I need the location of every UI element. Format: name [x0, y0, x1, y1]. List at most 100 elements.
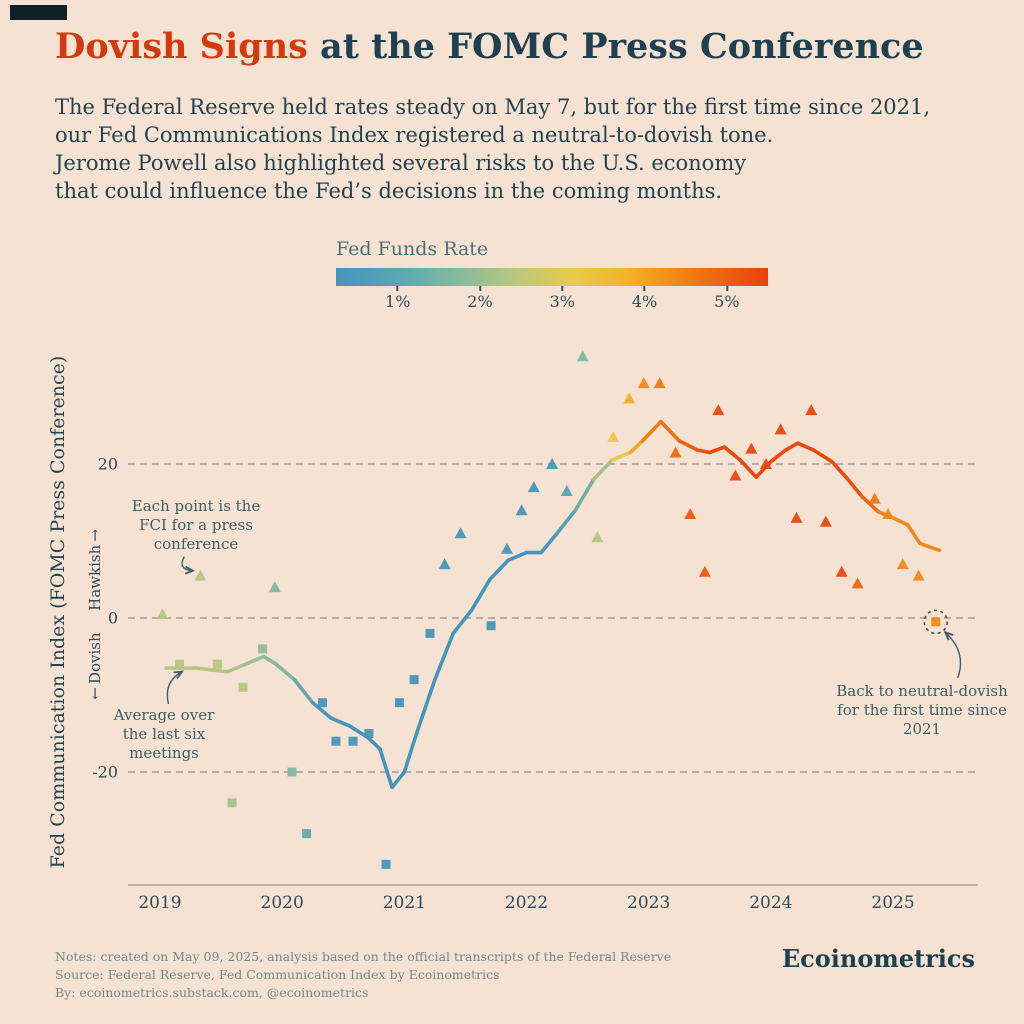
fci-point-triangle [896, 558, 909, 570]
y-tick-label: -20 [92, 763, 118, 782]
fci-point-triangle [912, 569, 925, 581]
colorbar [336, 268, 768, 286]
annotation-line: 2021 [902, 720, 942, 739]
average-line-segment [469, 577, 492, 613]
brand-mark [10, 5, 67, 20]
average-line-segment [783, 441, 800, 452]
average-line-segment [640, 419, 663, 443]
average-line-segment [738, 458, 758, 479]
fci-point-square [302, 829, 312, 839]
fci-point-square [212, 659, 222, 669]
average-line-segment [930, 546, 942, 553]
footer-notes: Notes: created on May 09, 2025, analysis… [55, 948, 671, 1001]
fci-point-triangle [729, 469, 742, 481]
average-line-segment [243, 654, 266, 667]
annotation-line: FCI for a press [139, 516, 253, 535]
average-line-segment [591, 458, 614, 482]
annotation-line: Average over [113, 706, 215, 724]
tick-mark [561, 286, 564, 291]
subtitle-line: our Fed Communications Index registered … [55, 122, 774, 147]
dovish-down-arrow-icon: Dovish [86, 632, 104, 699]
fci-point-triangle [712, 404, 725, 416]
annotation-arrow-highlight [946, 633, 962, 679]
dovish-direction-label: Dovish [86, 632, 104, 699]
fci-point-triangle [669, 446, 682, 458]
fci-point-square [394, 698, 404, 708]
x-tick-label: 2023 [627, 893, 670, 913]
fci-point-triangle [774, 423, 787, 435]
tick-label: 4% [631, 292, 658, 311]
hawkish-up-arrow-icon: Hawkish [86, 529, 104, 611]
average-line-segment [539, 531, 559, 555]
average-line-segment [769, 448, 788, 464]
fci-point-triangle [851, 577, 864, 589]
fci-point-triangle [623, 392, 636, 404]
fci-point-triangle [835, 565, 848, 577]
subtitle-line: that could influence the Fed’s decisions… [55, 178, 723, 203]
average-line-segment [830, 459, 849, 480]
annotation-highlight: Back to neutral-dovish for the first tim… [822, 682, 1022, 739]
footer-note-line: By: ecoinometrics.substack.com, @ecoinom… [55, 984, 369, 1000]
average-line-segment [329, 716, 352, 728]
average-line-segment [390, 770, 407, 790]
legend-label: Fed Funds Rate [336, 238, 489, 260]
colorbar-tick: 5% [714, 286, 740, 311]
fci-point-triangle [560, 484, 573, 496]
average-line-segment [274, 662, 297, 682]
fci-point-square [364, 729, 374, 738]
fci-point-triangle [454, 527, 467, 539]
fci-point-square [931, 617, 941, 627]
average-line-segment [918, 541, 934, 550]
fci-point-triangle [745, 442, 758, 454]
fci-point-square [175, 659, 185, 669]
average-line-segment [795, 441, 816, 452]
fci-point-triangle [515, 504, 528, 516]
hawkish-text: Hawkish [86, 544, 104, 611]
annotation-line: the last six [122, 725, 206, 744]
x-tick-label: 2020 [261, 893, 304, 913]
average-line-segment [677, 439, 700, 452]
fci-point-square [287, 767, 297, 777]
fci-point-triangle [759, 458, 772, 469]
fci-point-square [258, 644, 268, 654]
average-line-segment [262, 654, 278, 667]
annotation-line: conference [153, 535, 239, 554]
x-tick-label: 2024 [749, 893, 792, 913]
average-line-segment [310, 700, 333, 720]
x-tick-label: 2025 [871, 893, 914, 913]
x-tick-label: 2021 [383, 893, 426, 913]
fci-point-square [381, 859, 391, 869]
fci-point-triangle [607, 431, 620, 443]
footer-note-line: Source: Federal Reserve, Fed Communicati… [55, 966, 500, 982]
tick-mark [478, 286, 481, 291]
subtitle-line: Jerome Powell also highlighted several r… [55, 150, 747, 175]
x-tick-label: 2019 [138, 893, 181, 913]
average-line-segment [365, 735, 382, 751]
dovish-text: Dovish [86, 632, 104, 685]
fci-point-square [238, 682, 248, 692]
fci-point-triangle [500, 542, 513, 554]
fci-point-triangle [819, 515, 832, 527]
fci-point-triangle [438, 558, 451, 570]
fci-point-square [409, 675, 419, 685]
average-line-segment [433, 631, 456, 682]
fci-point-triangle [194, 569, 207, 581]
fed-funds-rate-legend: Fed Funds Rate 1% 2% 3% 4% 5% [336, 238, 768, 318]
y-tick-label: 0 [108, 609, 118, 628]
average-line-segment [707, 445, 727, 455]
colorbar-tick: 3% [550, 286, 575, 311]
average-line-segment [628, 439, 645, 455]
annotation-line: meetings [129, 744, 199, 763]
footer-note-line: Notes: created on May 09, 2025, analysis… [55, 949, 672, 964]
fci-point-triangle [790, 511, 803, 523]
average-line-segment [451, 608, 474, 636]
average-line-segment [378, 747, 394, 790]
annotation-line: Back to neutral-dovish [836, 682, 1008, 700]
fci-point-triangle [527, 481, 540, 493]
annotation-arrow-each-point [181, 556, 192, 571]
tick-mark [396, 286, 399, 291]
fci-point-square [348, 736, 358, 746]
average-line-segment [811, 448, 834, 464]
ecoinometrics-logo: Ecoinometrics [781, 944, 975, 973]
title-rest: at the FOMC Press Conference [307, 26, 924, 67]
